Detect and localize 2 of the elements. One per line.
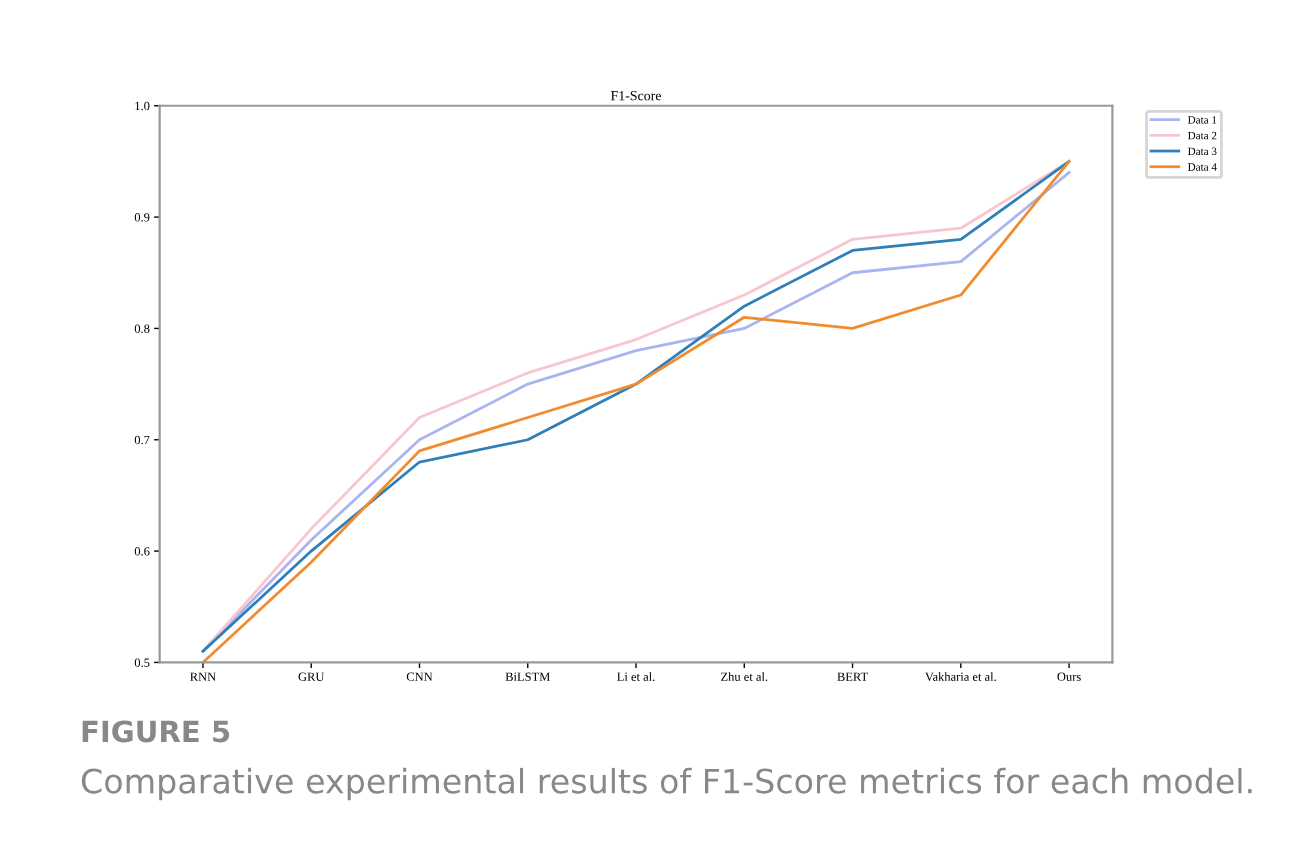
caption: FIGURE 5 — [82, 720, 230, 743]
text: Comparative experimental results of F1-Score metrics for each model. — [81, 767, 1252, 801]
